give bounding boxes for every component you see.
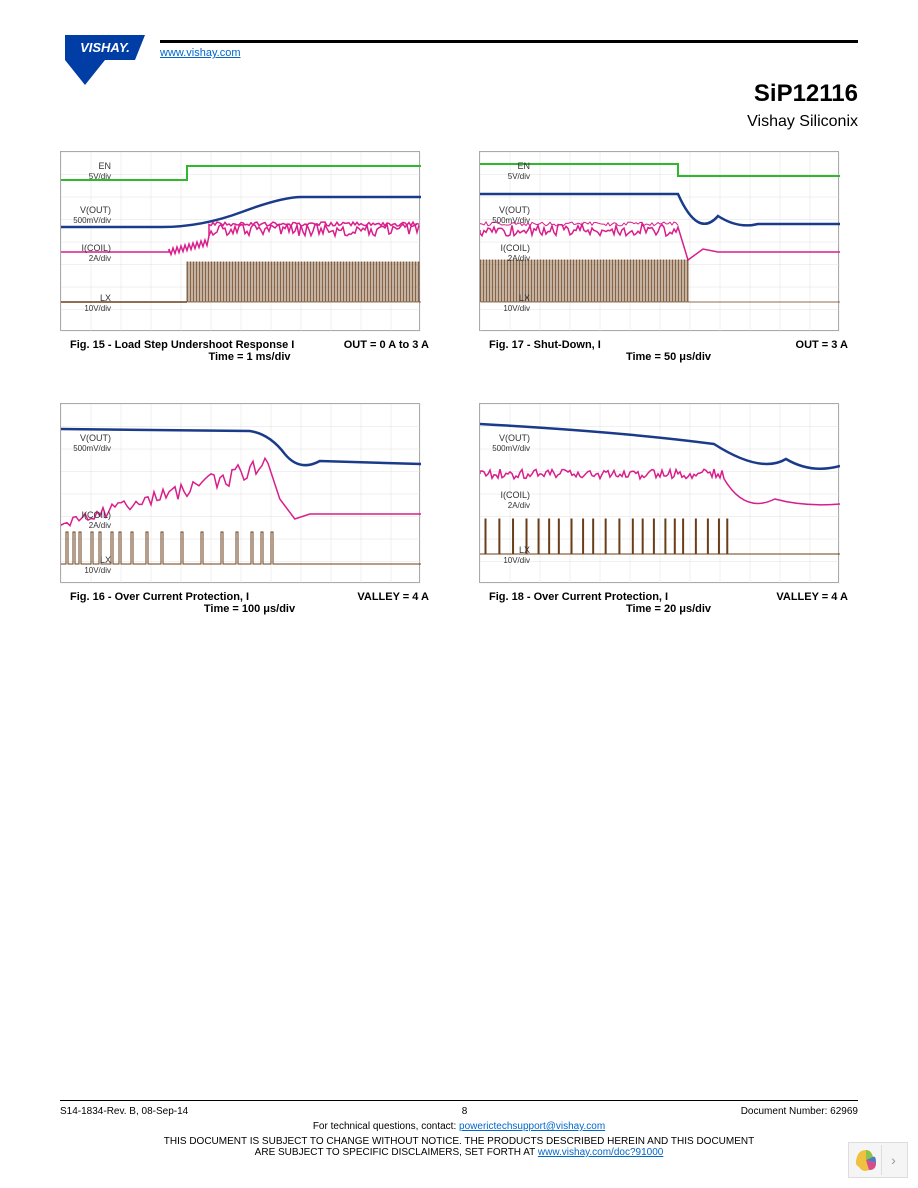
title-block: SiP12116 Vishay Siliconix bbox=[60, 80, 858, 131]
header-link[interactable]: www.vishay.com bbox=[160, 47, 240, 59]
footer-docnum: Document Number: 62969 bbox=[741, 1106, 858, 1117]
caption-sub: Time = 20 μs/div bbox=[479, 603, 858, 615]
trace-label: I(COIL)2A/div bbox=[475, 491, 530, 511]
scope-fig17: EN5V/divV(OUT)500mV/divI(COIL)2A/divLX10… bbox=[479, 151, 839, 331]
vishay-logo: VISHAY. bbox=[60, 30, 150, 90]
trace-label: I(COIL)2A/div bbox=[475, 244, 530, 264]
chevron-right-icon[interactable]: › bbox=[881, 1145, 905, 1175]
trace-label: I(COIL)2A/div bbox=[56, 511, 111, 531]
chart-fig15: EN5V/divV(OUT)500mV/divI(COIL)2A/divLX10… bbox=[60, 151, 439, 363]
charts-grid: EN5V/divV(OUT)500mV/divI(COIL)2A/divLX10… bbox=[60, 151, 858, 615]
disclaimer-link[interactable]: www.vishay.com/doc?91000 bbox=[538, 1147, 663, 1158]
footer: S14-1834-Rev. B, 08-Sep-14 8 Document Nu… bbox=[60, 1100, 858, 1158]
chart-fig17: EN5V/divV(OUT)500mV/divI(COIL)2A/divLX10… bbox=[479, 151, 858, 363]
trace-label: LX10V/div bbox=[56, 556, 111, 576]
scope-fig18: V(OUT)500mV/divI(COIL)2A/divLX10V/div bbox=[479, 403, 839, 583]
trace-label: EN5V/div bbox=[56, 162, 111, 182]
trace-label: LX10V/div bbox=[475, 294, 530, 314]
caption-sub: Time = 1 ms/div bbox=[60, 351, 439, 363]
footer-rev: S14-1834-Rev. B, 08-Sep-14 bbox=[60, 1106, 188, 1117]
share-icon bbox=[851, 1145, 881, 1175]
trace-label: V(OUT)500mV/div bbox=[475, 434, 530, 454]
part-number: SiP12116 bbox=[60, 80, 858, 108]
disclaimer1: THIS DOCUMENT IS SUBJECT TO CHANGE WITHO… bbox=[164, 1136, 754, 1147]
trace-label: V(OUT)500mV/div bbox=[56, 434, 111, 454]
caption: Fig. 16 - Over Current Protection, IVALL… bbox=[60, 591, 439, 603]
disclaimer2: ARE SUBJECT TO SPECIFIC DISCLAIMERS, SET… bbox=[255, 1147, 535, 1158]
trace-label: EN5V/div bbox=[475, 162, 530, 182]
caption-sub: Time = 100 μs/div bbox=[60, 603, 439, 615]
trace-label: I(COIL)2A/div bbox=[56, 244, 111, 264]
chart-fig18: V(OUT)500mV/divI(COIL)2A/divLX10V/div Fig… bbox=[479, 403, 858, 615]
caption: Fig. 15 - Load Step Undershoot Response … bbox=[60, 339, 439, 351]
chart-fig16: V(OUT)500mV/divI(COIL)2A/divLX10V/div Fig… bbox=[60, 403, 439, 615]
footer-page: 8 bbox=[462, 1106, 468, 1117]
share-widget[interactable]: › bbox=[848, 1142, 908, 1178]
scope-fig15: EN5V/divV(OUT)500mV/divI(COIL)2A/divLX10… bbox=[60, 151, 420, 331]
trace-label: V(OUT)500mV/div bbox=[475, 206, 530, 226]
subtitle: Vishay Siliconix bbox=[60, 113, 858, 131]
scope-fig16: V(OUT)500mV/divI(COIL)2A/divLX10V/div bbox=[60, 403, 420, 583]
caption: Fig. 18 - Over Current Protection, IVALL… bbox=[479, 591, 858, 603]
caption: Fig. 17 - Shut-Down, IOUT = 3 A bbox=[479, 339, 858, 351]
trace-label: LX10V/div bbox=[56, 294, 111, 314]
trace-label: V(OUT)500mV/div bbox=[56, 206, 111, 226]
trace-label: LX10V/div bbox=[475, 546, 530, 566]
footer-email[interactable]: powerictechsupport@vishay.com bbox=[459, 1121, 605, 1132]
footer-contact: For technical questions, contact: bbox=[313, 1121, 456, 1132]
caption-sub: Time = 50 μs/div bbox=[479, 351, 858, 363]
svg-text:VISHAY.: VISHAY. bbox=[80, 40, 130, 55]
